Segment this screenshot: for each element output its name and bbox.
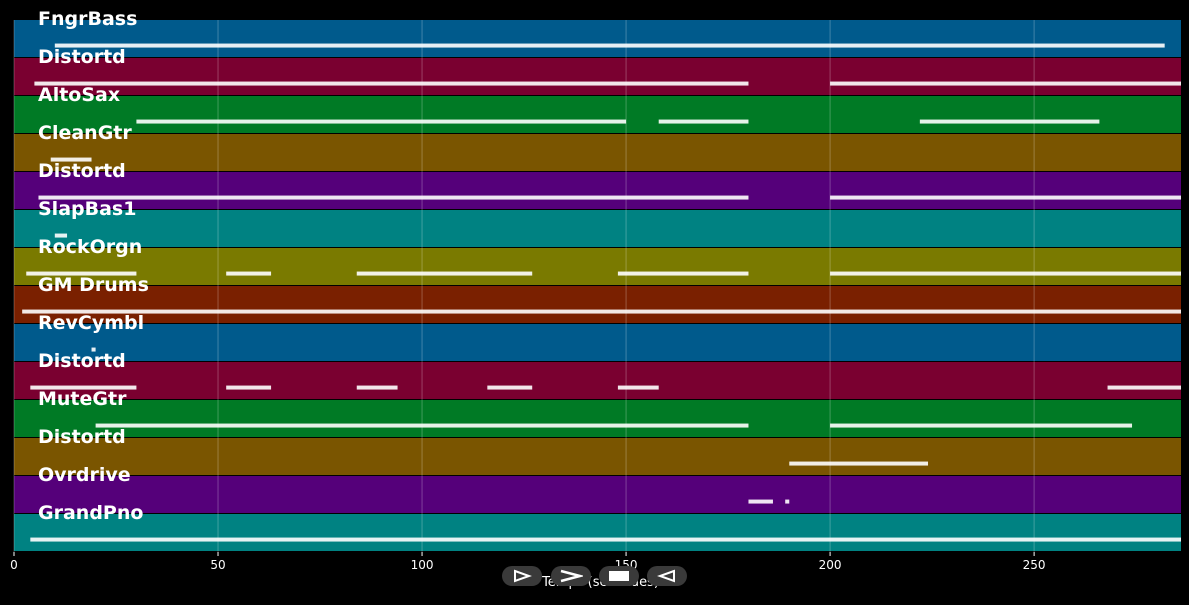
note-segment	[617, 385, 659, 390]
track-label: GM Drums	[38, 274, 149, 296]
track-lane	[14, 362, 1181, 399]
note-segment	[1107, 385, 1181, 390]
track-lane	[14, 20, 1181, 57]
track-lane	[14, 134, 1181, 171]
play-forward-icon	[560, 569, 583, 583]
note-segment	[487, 385, 533, 390]
track-label: RockOrgn	[38, 236, 142, 258]
note-segment	[748, 499, 773, 504]
track-lane	[14, 172, 1181, 209]
track-label: Distortd	[38, 160, 126, 182]
note-segment	[95, 423, 749, 428]
track-lane	[14, 286, 1181, 323]
note-segment	[830, 195, 1181, 200]
note-segment	[38, 195, 749, 200]
note-segment	[30, 537, 1182, 542]
note-segment	[26, 271, 137, 276]
track-lane	[14, 96, 1181, 133]
note-segment	[830, 423, 1133, 428]
note-segment	[54, 233, 68, 238]
x-tick-label: 250	[1023, 558, 1046, 572]
track-label: CleanGtr	[38, 122, 132, 144]
rewind-icon	[657, 569, 675, 583]
track-lane	[14, 476, 1181, 513]
track-label: FngrBass	[38, 8, 137, 30]
note-segment	[136, 119, 627, 124]
track-lane	[14, 248, 1181, 285]
track-label: Distortd	[38, 46, 126, 68]
track-lane	[14, 514, 1181, 551]
note-segment	[226, 271, 272, 276]
track-label: Distortd	[38, 426, 126, 448]
note-segment	[356, 385, 398, 390]
note-segment	[356, 271, 533, 276]
x-tick-label: 100	[411, 558, 434, 572]
track-lane	[14, 58, 1181, 95]
note-segment	[785, 499, 790, 504]
note-segment	[34, 81, 749, 86]
x-tick-label: 200	[819, 558, 842, 572]
track-label: SlapBas1	[38, 198, 136, 220]
track-label: GrandPno	[38, 502, 143, 524]
track-lane	[14, 324, 1181, 361]
rewind-button[interactable]	[647, 566, 687, 586]
play-button[interactable]	[551, 566, 591, 586]
track-lane	[14, 400, 1181, 437]
stop-icon	[609, 571, 629, 581]
note-segment	[50, 157, 92, 162]
x-tick-label: 50	[210, 558, 225, 572]
x-tick-label: 0	[10, 558, 18, 572]
note-segment	[919, 119, 1100, 124]
track-lane	[14, 438, 1181, 475]
note-segment	[617, 271, 749, 276]
play-backward-icon	[514, 569, 532, 583]
note-segment	[789, 461, 929, 466]
note-segment	[658, 119, 749, 124]
note-segment	[830, 81, 1181, 86]
track-lane	[14, 210, 1181, 247]
note-segment	[830, 271, 1181, 276]
stop-button[interactable]	[599, 566, 639, 586]
play-backward-button[interactable]	[502, 566, 542, 586]
note-segment	[22, 309, 1181, 314]
note-segment	[91, 347, 96, 352]
track-label: AltoSax	[38, 84, 120, 106]
track-label: Distortd	[38, 350, 126, 372]
track-label: RevCymbl	[38, 312, 144, 334]
note-segment	[226, 385, 272, 390]
track-label: MuteGtr	[38, 388, 127, 410]
note-segment	[30, 385, 137, 390]
track-label: Ovrdrive	[38, 464, 131, 486]
note-segment	[54, 43, 1165, 48]
